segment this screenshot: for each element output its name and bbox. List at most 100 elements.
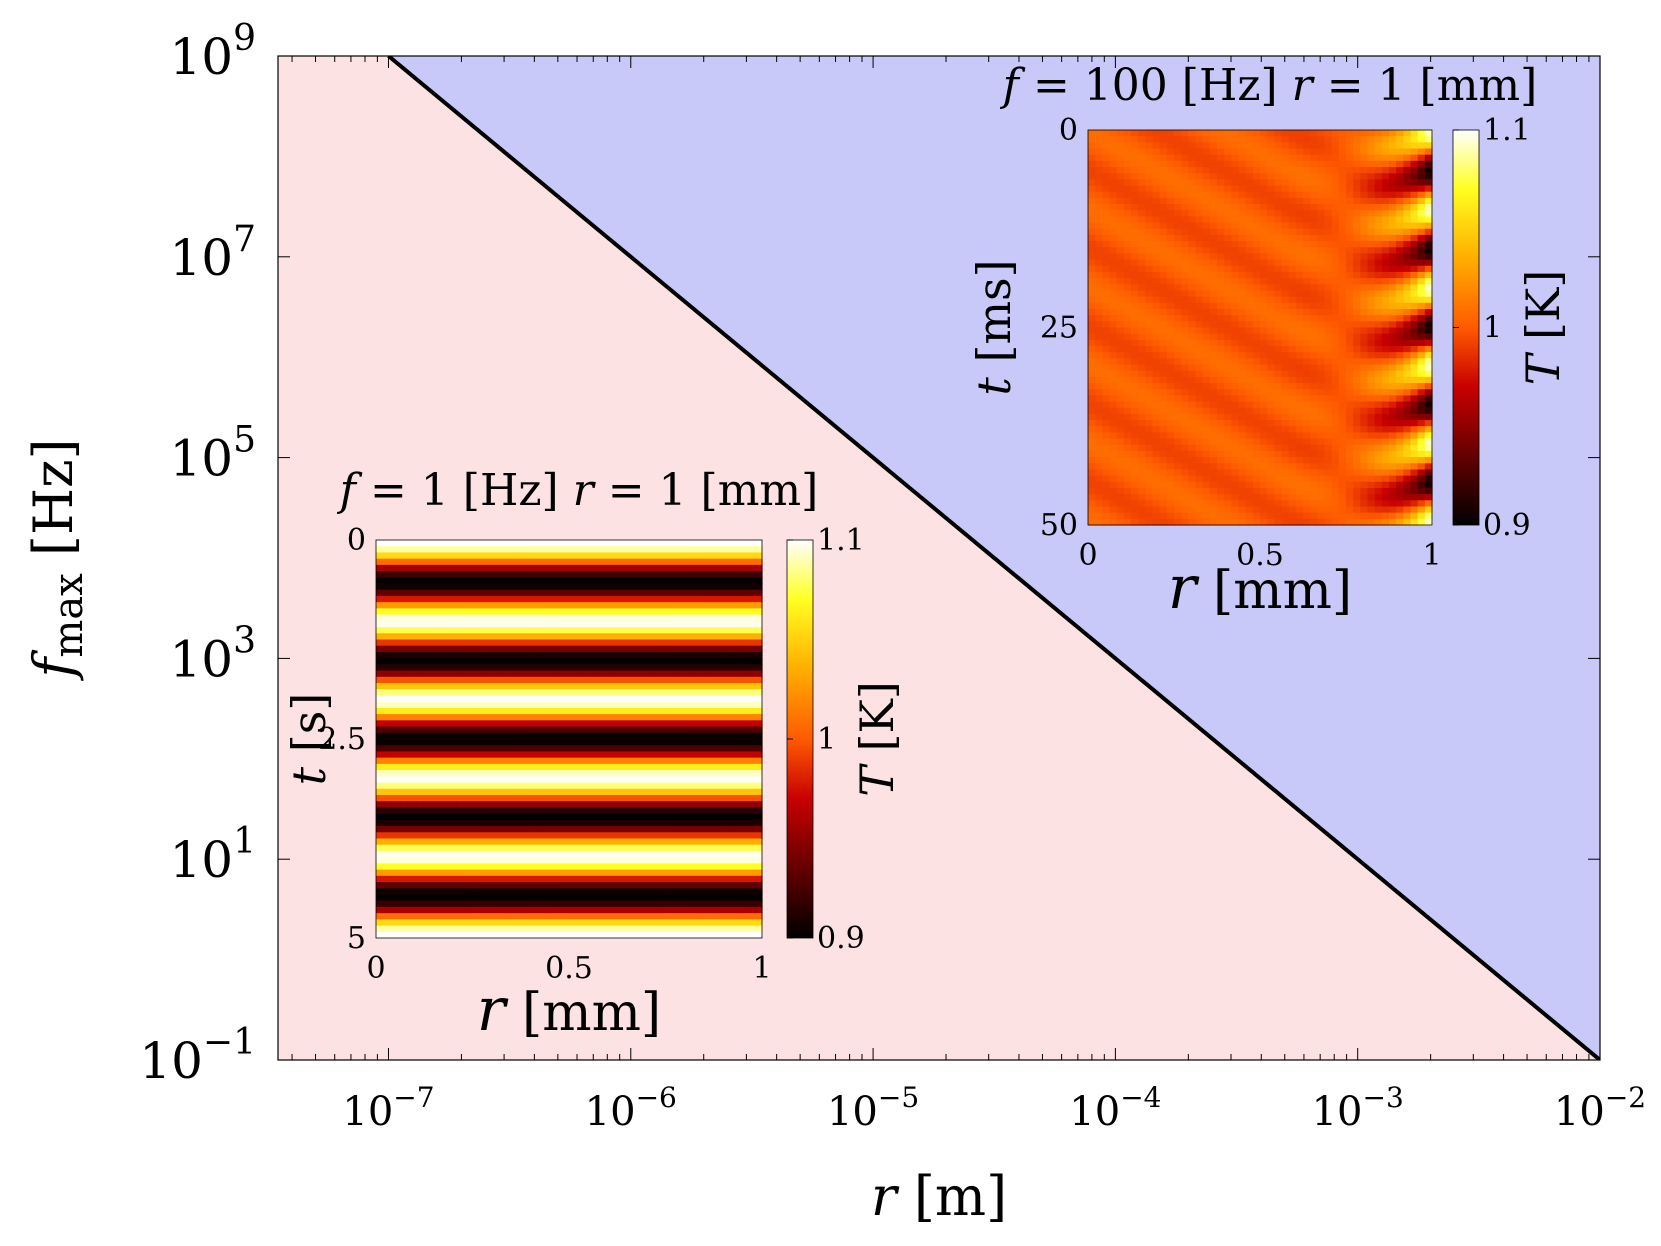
heatmap-cell (1245, 450, 1254, 458)
heatmap-cell (1174, 296, 1182, 304)
heatmap-cell (432, 602, 441, 610)
heatmap-cell (1331, 518, 1340, 526)
heatmap-cell (1116, 327, 1125, 335)
heatmap-cell (1389, 234, 1397, 242)
heatmap-cell (1403, 370, 1412, 378)
heatmap-cell (480, 739, 490, 746)
heatmap-cell (1195, 259, 1204, 267)
heatmap-cell (1245, 210, 1254, 218)
inset-heatmap (1088, 130, 1433, 526)
heatmap-cell (1181, 339, 1189, 347)
heatmap-cell (1195, 210, 1204, 218)
heatmap-cell (1088, 339, 1096, 347)
heatmap-cell (1159, 407, 1168, 415)
heatmap-cell (1346, 494, 1354, 501)
heatmap-cell (1231, 376, 1240, 384)
heatmap-cell (1403, 302, 1412, 310)
heatmap-cell (488, 695, 498, 703)
heatmap-cell (713, 583, 723, 591)
heatmap-cell (440, 707, 449, 715)
heatmap-cell (528, 645, 538, 653)
heatmap-cell (1288, 179, 1297, 187)
heatmap-cell (1131, 185, 1139, 193)
heatmap-cell (1389, 290, 1397, 298)
heatmap-cell (1338, 494, 1347, 501)
heatmap-cell (528, 564, 538, 572)
heatmap-cell (488, 608, 498, 616)
heatmap-cell (1303, 370, 1311, 378)
heatmap-cell (1303, 395, 1311, 403)
heatmap-cell (737, 645, 747, 653)
heatmap-cell (1353, 216, 1361, 224)
heatmap-cell (1159, 469, 1168, 477)
heatmap-cell (1424, 475, 1433, 483)
heatmap-cell (536, 651, 546, 659)
heatmap-cell (1252, 413, 1261, 421)
heatmap-cell (1238, 265, 1247, 273)
heatmap-cell (1224, 401, 1232, 409)
heatmap-cell (1389, 179, 1397, 187)
heatmap-cell (432, 614, 441, 622)
heatmap-cell (1338, 259, 1347, 267)
heatmap-cell (496, 701, 506, 709)
heatmap-cell (1109, 265, 1118, 273)
heatmap-cell (1152, 469, 1161, 477)
heatmap-cell (705, 627, 715, 634)
heatmap-cell (1260, 296, 1268, 304)
heatmap-cell (601, 689, 610, 697)
heatmap-cell (1166, 364, 1175, 372)
heatmap-cell (448, 720, 458, 728)
heatmap-cell (424, 726, 433, 734)
heatmap-cell (1224, 395, 1232, 403)
heatmap-cell (1174, 401, 1182, 409)
heatmap-cell (1217, 302, 1225, 310)
heatmap-cell (1159, 204, 1168, 211)
heatmap-cell (1353, 420, 1361, 427)
heatmap-cell (1288, 383, 1297, 390)
heatmap-cell (1159, 494, 1168, 501)
heatmap-cell (1374, 228, 1383, 236)
heatmap-cell (697, 689, 707, 697)
heatmap-cell (1095, 469, 1103, 477)
heatmap-cell (665, 701, 675, 709)
heatmap-cell (512, 676, 522, 684)
heatmap-cell (729, 552, 739, 560)
heatmap-cell (1303, 302, 1311, 310)
heatmap-cell (1138, 420, 1146, 427)
heatmap-cell (392, 701, 401, 709)
heatmap-cell (1274, 142, 1283, 150)
heatmap-cell (552, 726, 562, 734)
heatmap-cell (609, 720, 618, 728)
heatmap-cell (536, 689, 546, 697)
heatmap-cell (1145, 160, 1154, 168)
heatmap-cell (1245, 432, 1254, 440)
heatmap-cell (1310, 302, 1318, 310)
heatmap-cell (1260, 518, 1268, 526)
heatmap-cell (1267, 191, 1275, 199)
heatmap-cell (1109, 463, 1118, 471)
heatmap-cell (1267, 278, 1275, 285)
heatmap-cell (1389, 136, 1397, 143)
heatmap-cell (609, 558, 618, 566)
heatmap-cell (1116, 321, 1125, 329)
heatmap-cell (697, 651, 707, 659)
heatmap-cell (593, 571, 602, 578)
heatmap-cell (392, 757, 401, 765)
heatmap-cell (1281, 130, 1290, 137)
heatmap-cell (1331, 463, 1340, 471)
heatmap-cell (1209, 444, 1218, 452)
heatmap-cell (480, 670, 490, 678)
heatmap-cell (1338, 352, 1347, 359)
heatmap-cell (713, 651, 723, 659)
heatmap-cell (1381, 222, 1390, 230)
heatmap-cell (544, 552, 554, 560)
heatmap-cell (1181, 259, 1189, 267)
heatmap-cell (1281, 142, 1290, 150)
heatmap-cell (1389, 494, 1397, 501)
heatmap-cell (496, 676, 506, 684)
heatmap-cell (689, 595, 699, 603)
heatmap-cell (1396, 173, 1404, 180)
heatmap-cell (1310, 352, 1318, 359)
heatmap-cell (1181, 475, 1189, 483)
heatmap-cell (1238, 148, 1247, 156)
